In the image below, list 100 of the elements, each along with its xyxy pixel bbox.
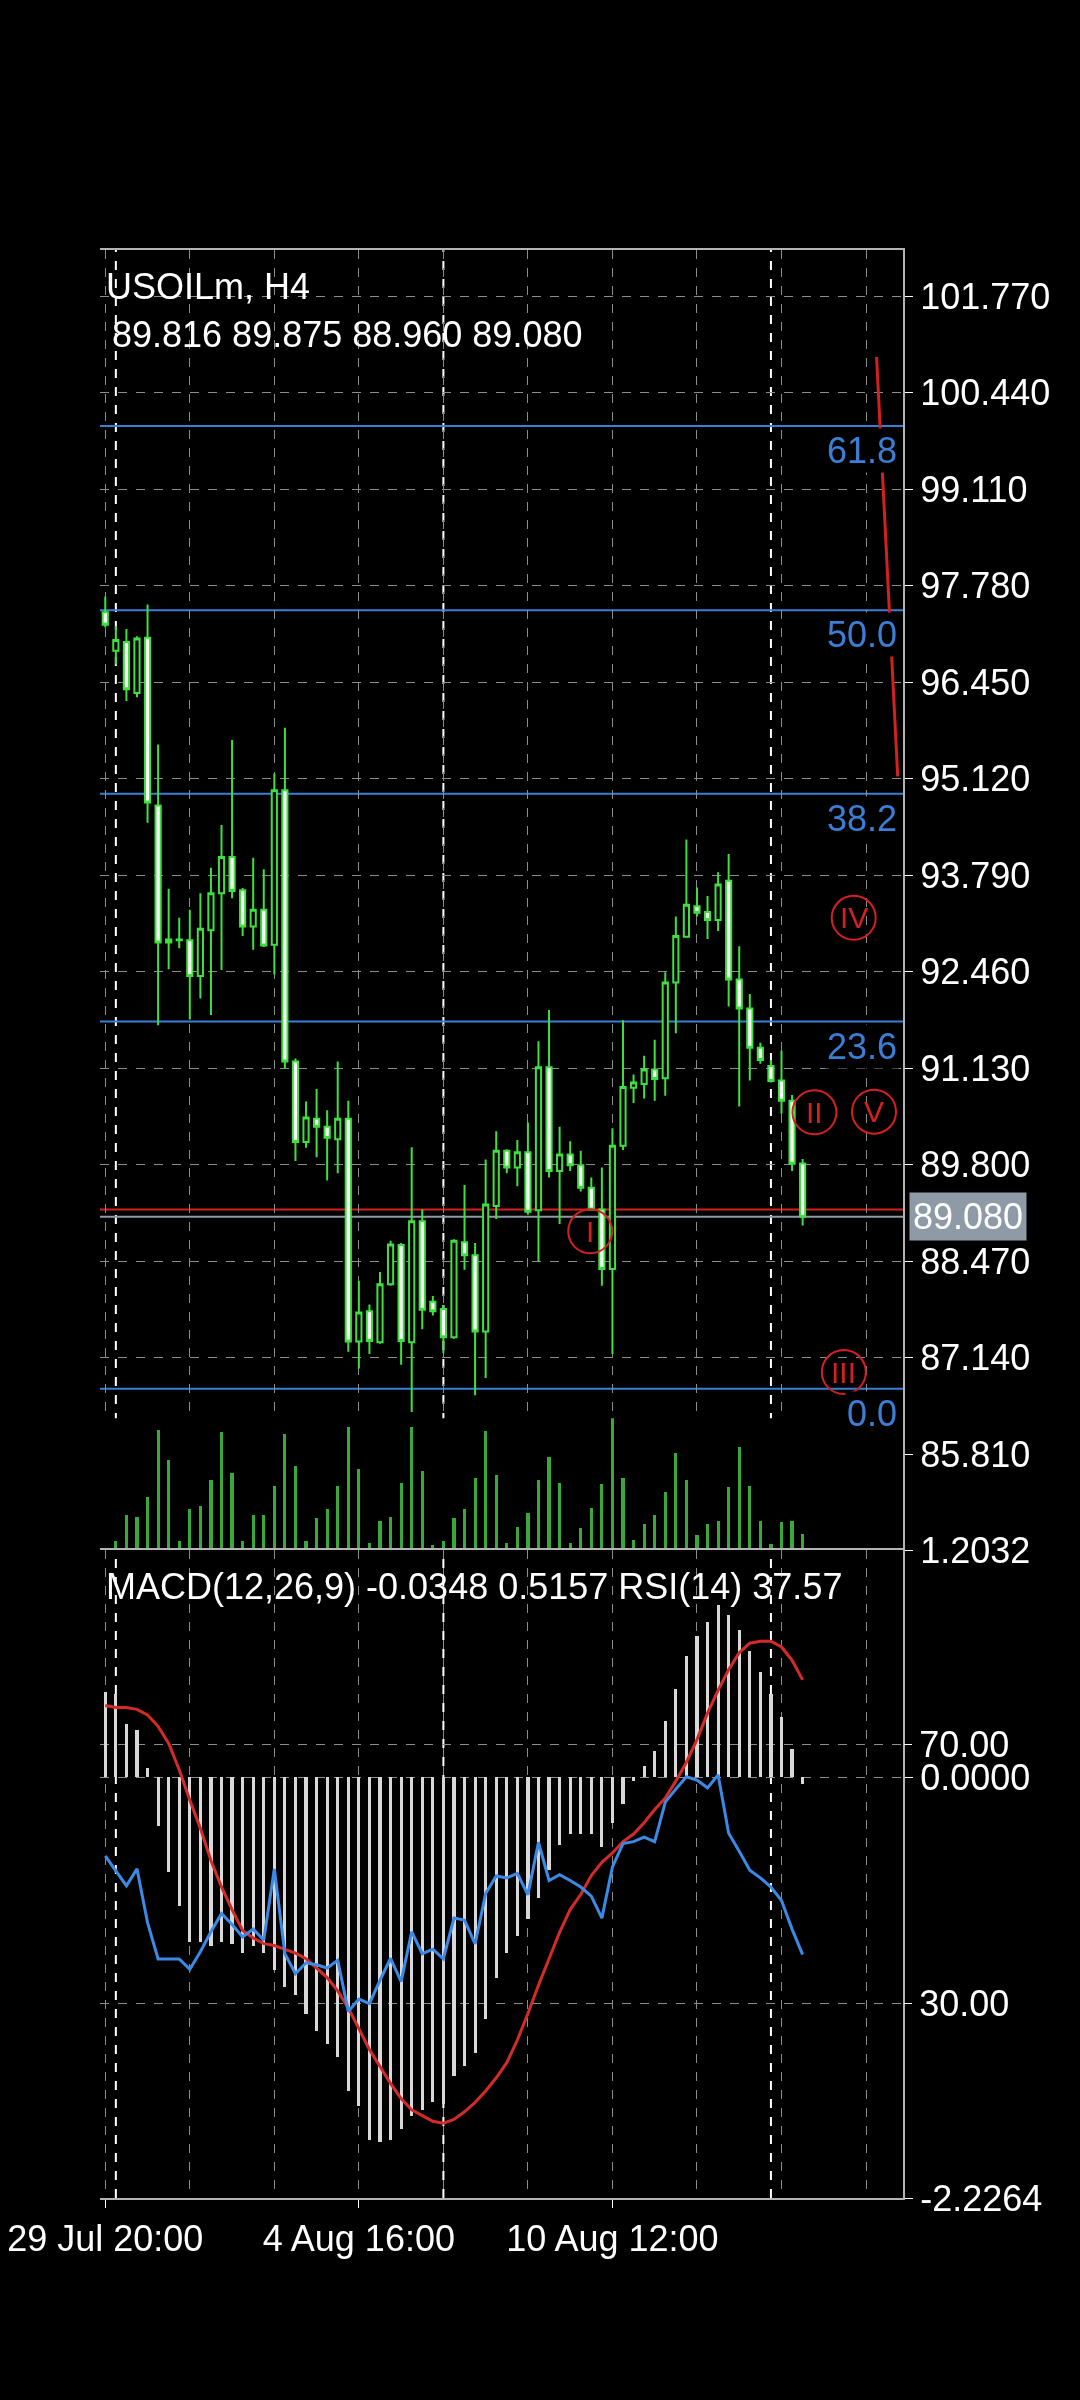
candlestick — [587, 1176, 595, 1211]
bar — [463, 1509, 466, 1549]
bar — [664, 1492, 667, 1549]
candlestick — [313, 1088, 321, 1159]
candlestick — [323, 1109, 331, 1182]
bar — [547, 1777, 551, 1870]
bar — [643, 1766, 646, 1777]
bar — [495, 1475, 498, 1549]
bar — [357, 1469, 360, 1549]
candlestick — [154, 743, 162, 1027]
bar — [304, 1777, 308, 2014]
bar — [241, 1541, 244, 1549]
bar — [294, 1466, 297, 1549]
annotation: I — [586, 1215, 595, 1248]
y-tick-label: 92.460 — [920, 951, 1031, 993]
annotation: 38.2 — [827, 798, 898, 839]
candlestick — [101, 595, 109, 629]
bar — [273, 1486, 276, 1549]
bar — [600, 1777, 603, 1847]
y-tick-label: 95.120 — [920, 758, 1031, 800]
bar — [600, 1484, 603, 1549]
bar — [178, 1777, 181, 1906]
candlestick — [186, 908, 194, 1021]
bar — [653, 1515, 656, 1549]
bar — [474, 1777, 477, 2053]
bar — [178, 1541, 181, 1549]
bar — [611, 1418, 614, 1549]
candlestick — [651, 1038, 659, 1102]
bar — [558, 1777, 561, 1845]
candlestick — [291, 1057, 300, 1162]
bar — [685, 1656, 688, 1777]
bar — [125, 1724, 128, 1777]
candlestick — [217, 823, 226, 972]
candlestick — [471, 1241, 479, 1397]
candlestick — [439, 1304, 447, 1355]
bar — [632, 1540, 635, 1549]
bar — [230, 1777, 234, 1944]
candlestick — [397, 1241, 405, 1366]
bar — [400, 1777, 403, 2129]
candlestick — [239, 887, 247, 937]
bar — [378, 1521, 382, 1549]
bar — [516, 1777, 519, 1936]
bar — [410, 1777, 413, 2116]
x-tick-label: 10 Aug 12:00 — [506, 2218, 719, 2260]
y-tick-label: 93.790 — [920, 854, 1031, 896]
y-tick-label: 85.810 — [920, 1433, 1031, 1475]
bar — [516, 1527, 519, 1549]
bar — [209, 1480, 213, 1549]
bar — [125, 1515, 128, 1549]
bar — [347, 1777, 350, 2091]
bar — [114, 1541, 117, 1549]
bar — [685, 1480, 688, 1549]
bar — [157, 1777, 160, 1826]
bar — [167, 1777, 170, 1872]
candlestick — [122, 628, 130, 702]
candlestick — [165, 887, 173, 971]
bar — [727, 1615, 730, 1777]
bar — [199, 1506, 202, 1549]
bar — [400, 1483, 403, 1549]
bar — [738, 1447, 741, 1549]
bar — [252, 1777, 255, 1946]
candlestick — [355, 1279, 363, 1370]
bar — [537, 1480, 540, 1549]
candlestick — [196, 892, 204, 1000]
bar — [558, 1483, 561, 1549]
bar — [146, 1768, 149, 1777]
annotation: II — [806, 1096, 823, 1129]
y-tick-label: 89.800 — [920, 1144, 1031, 1186]
bar — [611, 1777, 614, 1823]
bar — [526, 1777, 530, 1919]
bar — [431, 1777, 434, 2102]
bar — [474, 1478, 477, 1549]
bar — [801, 1777, 804, 1784]
bar — [674, 1689, 677, 1777]
candlestick — [566, 1140, 574, 1173]
bar — [157, 1430, 160, 1549]
candlestick — [640, 1054, 648, 1100]
bar — [431, 1545, 434, 1549]
bar — [748, 1651, 751, 1777]
y-tick-label: -2.2264 — [920, 2177, 1043, 2219]
bar — [790, 1749, 794, 1777]
bar — [643, 1524, 646, 1549]
candlestick — [386, 1239, 395, 1287]
bar — [273, 1777, 276, 1970]
candlestick — [714, 871, 722, 932]
bar — [262, 1777, 265, 1953]
bar — [442, 1541, 445, 1549]
candlestick — [302, 1100, 310, 1149]
bar — [505, 1777, 508, 1953]
bar — [579, 1528, 582, 1549]
bar — [801, 1534, 804, 1549]
candlestick — [344, 1099, 352, 1353]
bar — [421, 1777, 424, 2110]
candlestick — [661, 971, 669, 1097]
y-tick-label: 101.770 — [920, 275, 1051, 317]
annotation: 61.8 — [827, 430, 898, 471]
bar — [717, 1605, 720, 1777]
bar — [368, 1543, 371, 1549]
candlestick — [556, 1125, 564, 1226]
bar — [717, 1521, 720, 1549]
